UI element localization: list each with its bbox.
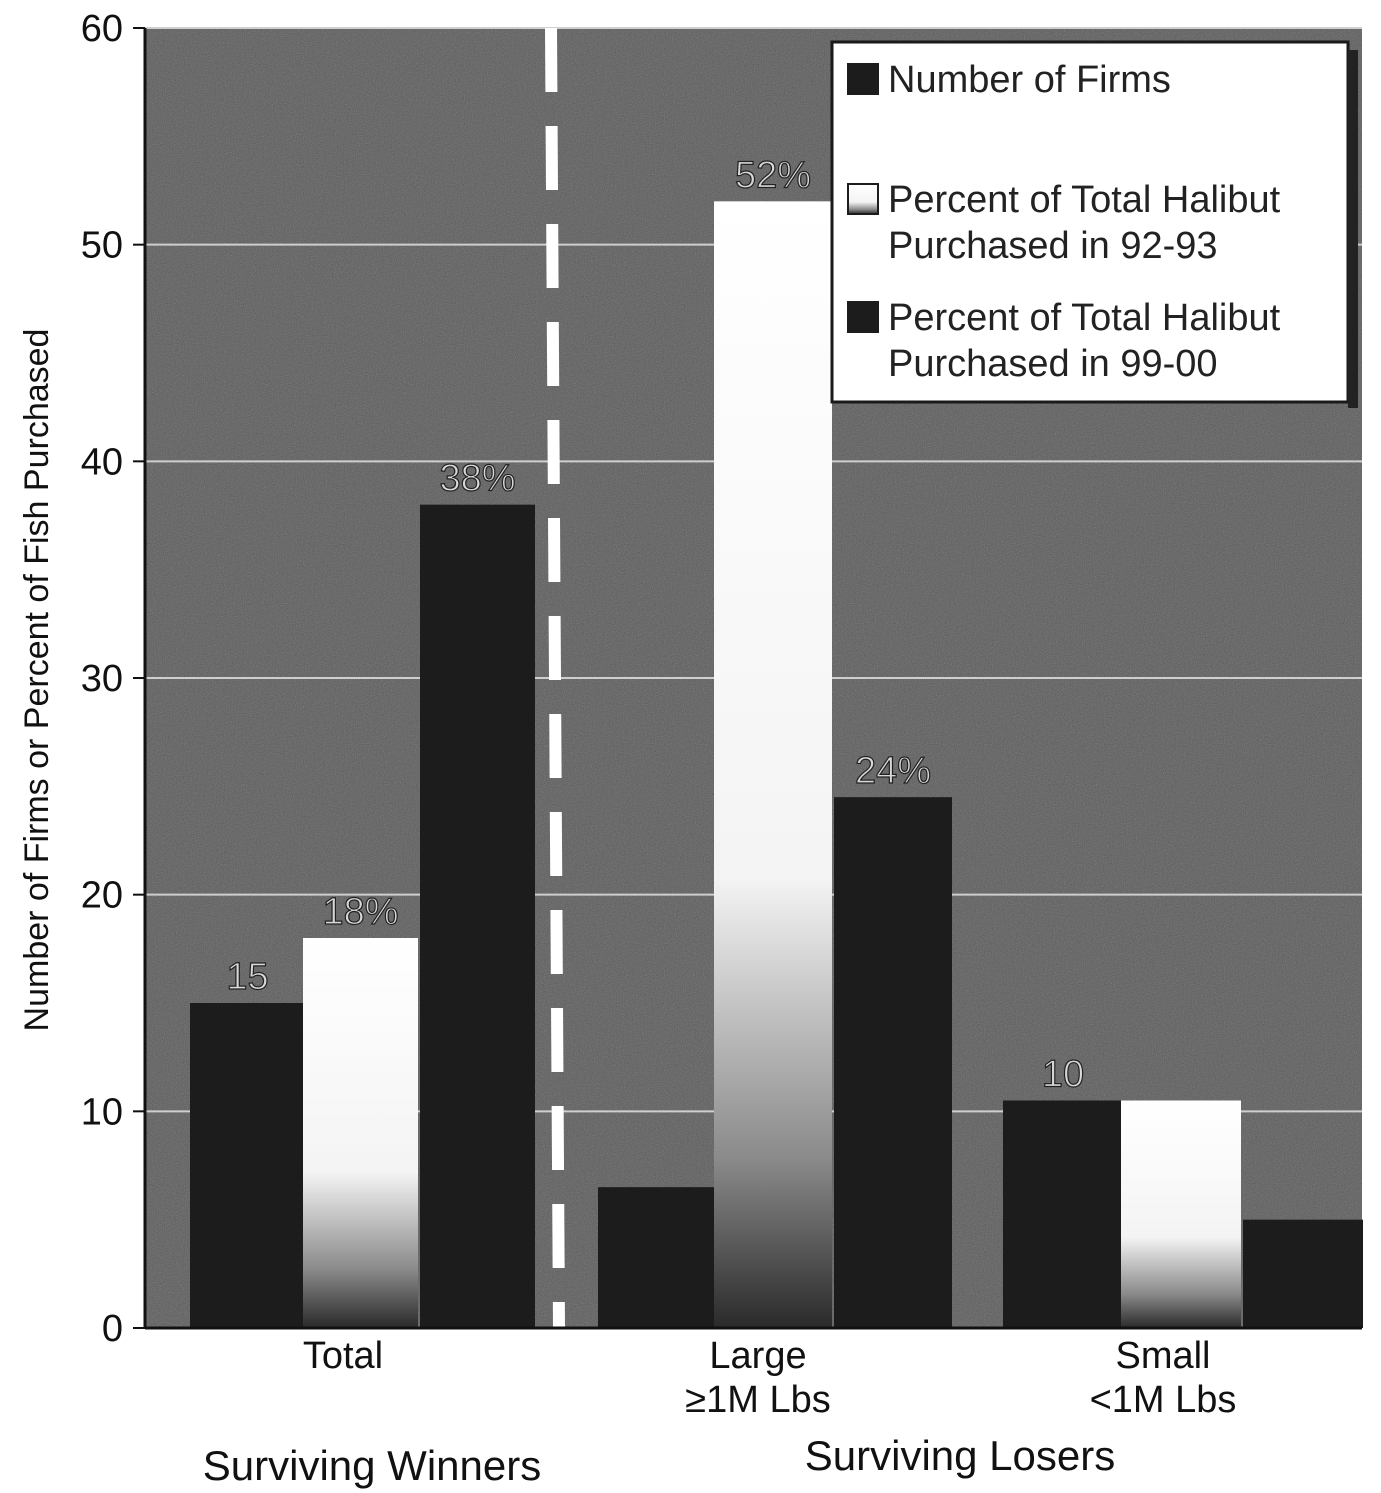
x-category-sublabel: <1M Lbs <box>1090 1379 1237 1421</box>
legend-box <box>830 40 1350 404</box>
data-label: 15 <box>226 956 268 998</box>
data-labels: 15 10 18% 52% 38% 24% <box>226 154 1085 1096</box>
axes <box>133 27 1362 1330</box>
x-category-label: Total <box>303 1335 383 1377</box>
bars <box>190 201 1363 1329</box>
bar-firms <box>1003 1100 1123 1328</box>
y-tick-label: 30 <box>81 658 123 700</box>
legend-label-line2: Purchased in 99-00 <box>888 343 1218 385</box>
legend-label: Number of Firms <box>888 59 1171 101</box>
legend-swatch <box>847 63 879 95</box>
y-tick-label: 10 <box>81 1091 123 1133</box>
bar-pct-92-93 <box>714 201 832 1328</box>
bar-pct-99-00 <box>834 797 952 1328</box>
x-category-label: Small <box>1115 1335 1210 1377</box>
legend-label: Percent of Total Halibut <box>888 297 1281 339</box>
legend-label-line2: Purchased in 92-93 <box>888 225 1218 267</box>
bar-pct-99-00 <box>420 504 535 1329</box>
legend-shadow <box>1348 50 1358 408</box>
data-label: 38% <box>439 458 515 500</box>
y-tick-labels: 0 10 20 30 40 50 60 <box>81 8 123 1350</box>
group-label: Surviving Winners <box>203 1442 541 1489</box>
legend-label: Percent of Total Halibut <box>888 179 1281 221</box>
dashed-divider-line <box>545 27 565 1329</box>
y-axis-label: Number of Firms or Percent of Fish Purch… <box>18 329 56 1032</box>
bar-firms <box>190 1003 305 1328</box>
legend-swatch <box>847 301 879 333</box>
y-tick-label: 50 <box>81 225 123 267</box>
y-tick-label: 0 <box>102 1308 123 1350</box>
data-label: 52% <box>735 154 811 196</box>
legend-swatch <box>847 183 879 215</box>
group-divider <box>545 27 565 1329</box>
bar-pct-92-93 <box>303 938 418 1328</box>
group-labels: Surviving Winners Surviving Losers <box>203 1432 1115 1489</box>
x-category-label: Large <box>709 1335 806 1377</box>
y-tick-label: 60 <box>81 8 123 50</box>
bar-firms <box>598 1187 716 1328</box>
x-category-sublabel: ≥1M Lbs <box>685 1379 830 1421</box>
data-label: 24% <box>855 750 931 792</box>
x-category-labels: Total Large≥1M Lbs Small<1M Lbs <box>303 1335 1237 1421</box>
data-label: 18% <box>322 891 398 933</box>
bar-pct-99-00 <box>1243 1219 1363 1328</box>
y-tick-label: 40 <box>81 441 123 483</box>
data-label: 10 <box>1042 1054 1084 1096</box>
bar-pct-92-93 <box>1121 1100 1241 1328</box>
group-label: Surviving Losers <box>805 1432 1115 1479</box>
y-tick-label: 20 <box>81 875 123 917</box>
